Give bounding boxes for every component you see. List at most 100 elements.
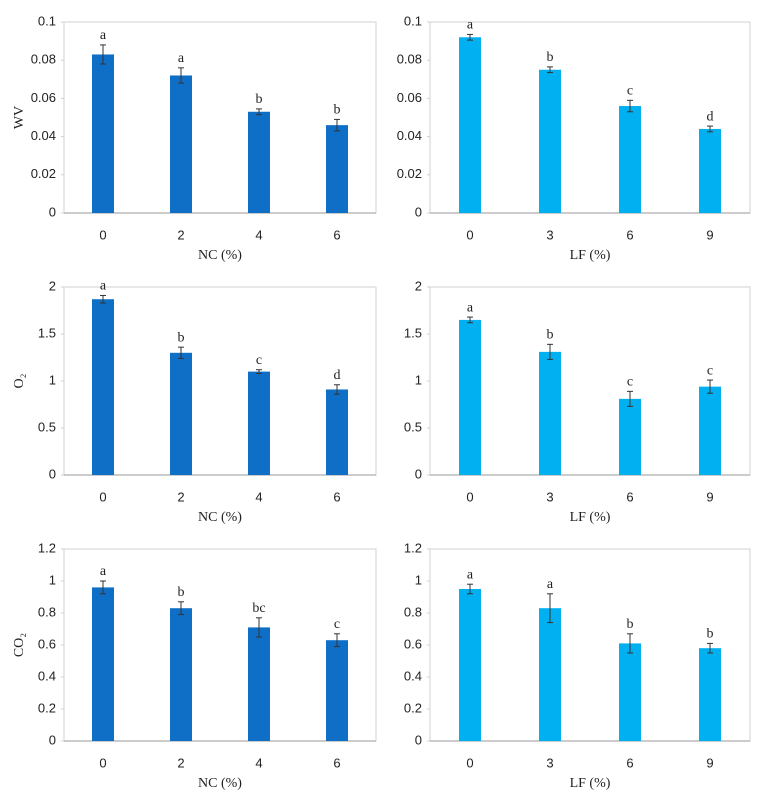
bar [326, 640, 348, 741]
error-bar [547, 66, 553, 74]
y-tick-label: 1 [415, 572, 422, 587]
bar [459, 319, 481, 475]
error-bar [627, 99, 633, 113]
y-tick-label: 0.8 [38, 604, 56, 619]
y-tick-label: 2 [49, 278, 56, 293]
y-tick-label: 0.06 [397, 90, 422, 105]
annotation: a [100, 279, 107, 294]
y-tick-label: 2 [415, 278, 422, 293]
x-axis-label: NC (%) [198, 510, 242, 525]
y-tick-label: 0.4 [38, 668, 56, 683]
error-bar [467, 33, 473, 41]
y-axis-label: WV [12, 106, 27, 129]
y-tick-label: 1.2 [404, 540, 422, 555]
bar [459, 589, 481, 741]
error-bar [334, 633, 340, 648]
y-tick-label: 1.5 [404, 325, 422, 340]
y-tick-label: 0.08 [397, 52, 422, 67]
x-axis-label: NC (%) [198, 248, 242, 263]
y-tick-label: 0.5 [38, 419, 56, 434]
annotation: b [178, 330, 185, 345]
error-bar [707, 642, 713, 654]
y-tick-label: 0.04 [397, 128, 422, 143]
y-tick-label: 0 [49, 204, 56, 219]
y-tick-label: 0.8 [404, 604, 422, 619]
annotation: b [178, 585, 185, 600]
y-tick-label: 0.08 [31, 52, 56, 67]
error-bar [707, 125, 713, 133]
y-tick-label: 0.4 [404, 668, 422, 683]
error-bar [256, 617, 262, 638]
y-tick-label: 0 [415, 466, 422, 481]
bar [248, 371, 270, 475]
x-tick-label: 0 [99, 755, 106, 770]
bar [699, 128, 721, 213]
x-tick-label: 3 [546, 755, 553, 770]
error-bar [627, 633, 633, 654]
x-tick-label: 6 [333, 755, 340, 770]
x-tick-label: 0 [466, 489, 473, 504]
annotation: b [707, 627, 714, 642]
annotation: c [627, 84, 633, 99]
annotation: b [334, 103, 341, 118]
annotation: c [707, 363, 713, 378]
annotation: b [627, 617, 634, 632]
y-tick-label: 1.2 [38, 540, 56, 555]
bar [539, 608, 561, 741]
y-axis-label: CO₂ [12, 633, 27, 657]
x-tick-label: 0 [99, 489, 106, 504]
annotation: c [627, 375, 633, 390]
error-bar [256, 108, 262, 116]
error-bar [334, 118, 340, 132]
annotation: bc [252, 601, 265, 616]
y-tick-label: 0.04 [31, 128, 56, 143]
annotation: b [547, 328, 554, 343]
bar [92, 54, 114, 213]
x-tick-label: 4 [255, 227, 262, 242]
x-tick-label: 0 [466, 227, 473, 242]
y-tick-label: 0 [415, 204, 422, 219]
y-tick-label: 1 [415, 372, 422, 387]
annotation: d [707, 109, 714, 124]
x-axis-label: LF (%) [570, 248, 611, 263]
bar [248, 627, 270, 741]
error-bar [178, 346, 184, 359]
error-bar [100, 580, 106, 595]
y-tick-label: 0.06 [31, 90, 56, 105]
x-tick-label: 6 [333, 227, 340, 242]
annotation: a [467, 567, 474, 582]
bar [699, 648, 721, 741]
x-axis-label: LF (%) [570, 776, 611, 791]
bar [92, 299, 114, 475]
error-bar [627, 390, 633, 407]
bar [699, 386, 721, 475]
x-tick-label: 2 [177, 489, 184, 504]
y-tick-label: 0.6 [38, 636, 56, 651]
x-tick-label: 9 [706, 227, 713, 242]
x-axis-label: NC (%) [198, 776, 242, 791]
x-tick-label: 4 [255, 755, 262, 770]
bar [170, 608, 192, 741]
y-tick-label: 0 [49, 466, 56, 481]
error-bar [100, 44, 106, 65]
error-bar [467, 316, 473, 324]
error-bar [547, 343, 553, 360]
annotation: a [547, 577, 554, 592]
bar [170, 75, 192, 213]
annotation: a [100, 564, 107, 579]
bar [539, 351, 561, 475]
bar [459, 37, 481, 213]
x-tick-label: 6 [626, 755, 633, 770]
y-tick-label: 0.5 [404, 419, 422, 434]
bar [619, 398, 641, 475]
y-tick-label: 1 [49, 372, 56, 387]
annotation: a [467, 300, 474, 315]
annotation: b [547, 50, 554, 65]
bar [539, 69, 561, 213]
y-tick-label: 0 [49, 732, 56, 747]
annotation: a [467, 18, 474, 33]
annotation: d [334, 368, 341, 383]
bar [326, 125, 348, 213]
y-tick-label: 0.2 [38, 700, 56, 715]
